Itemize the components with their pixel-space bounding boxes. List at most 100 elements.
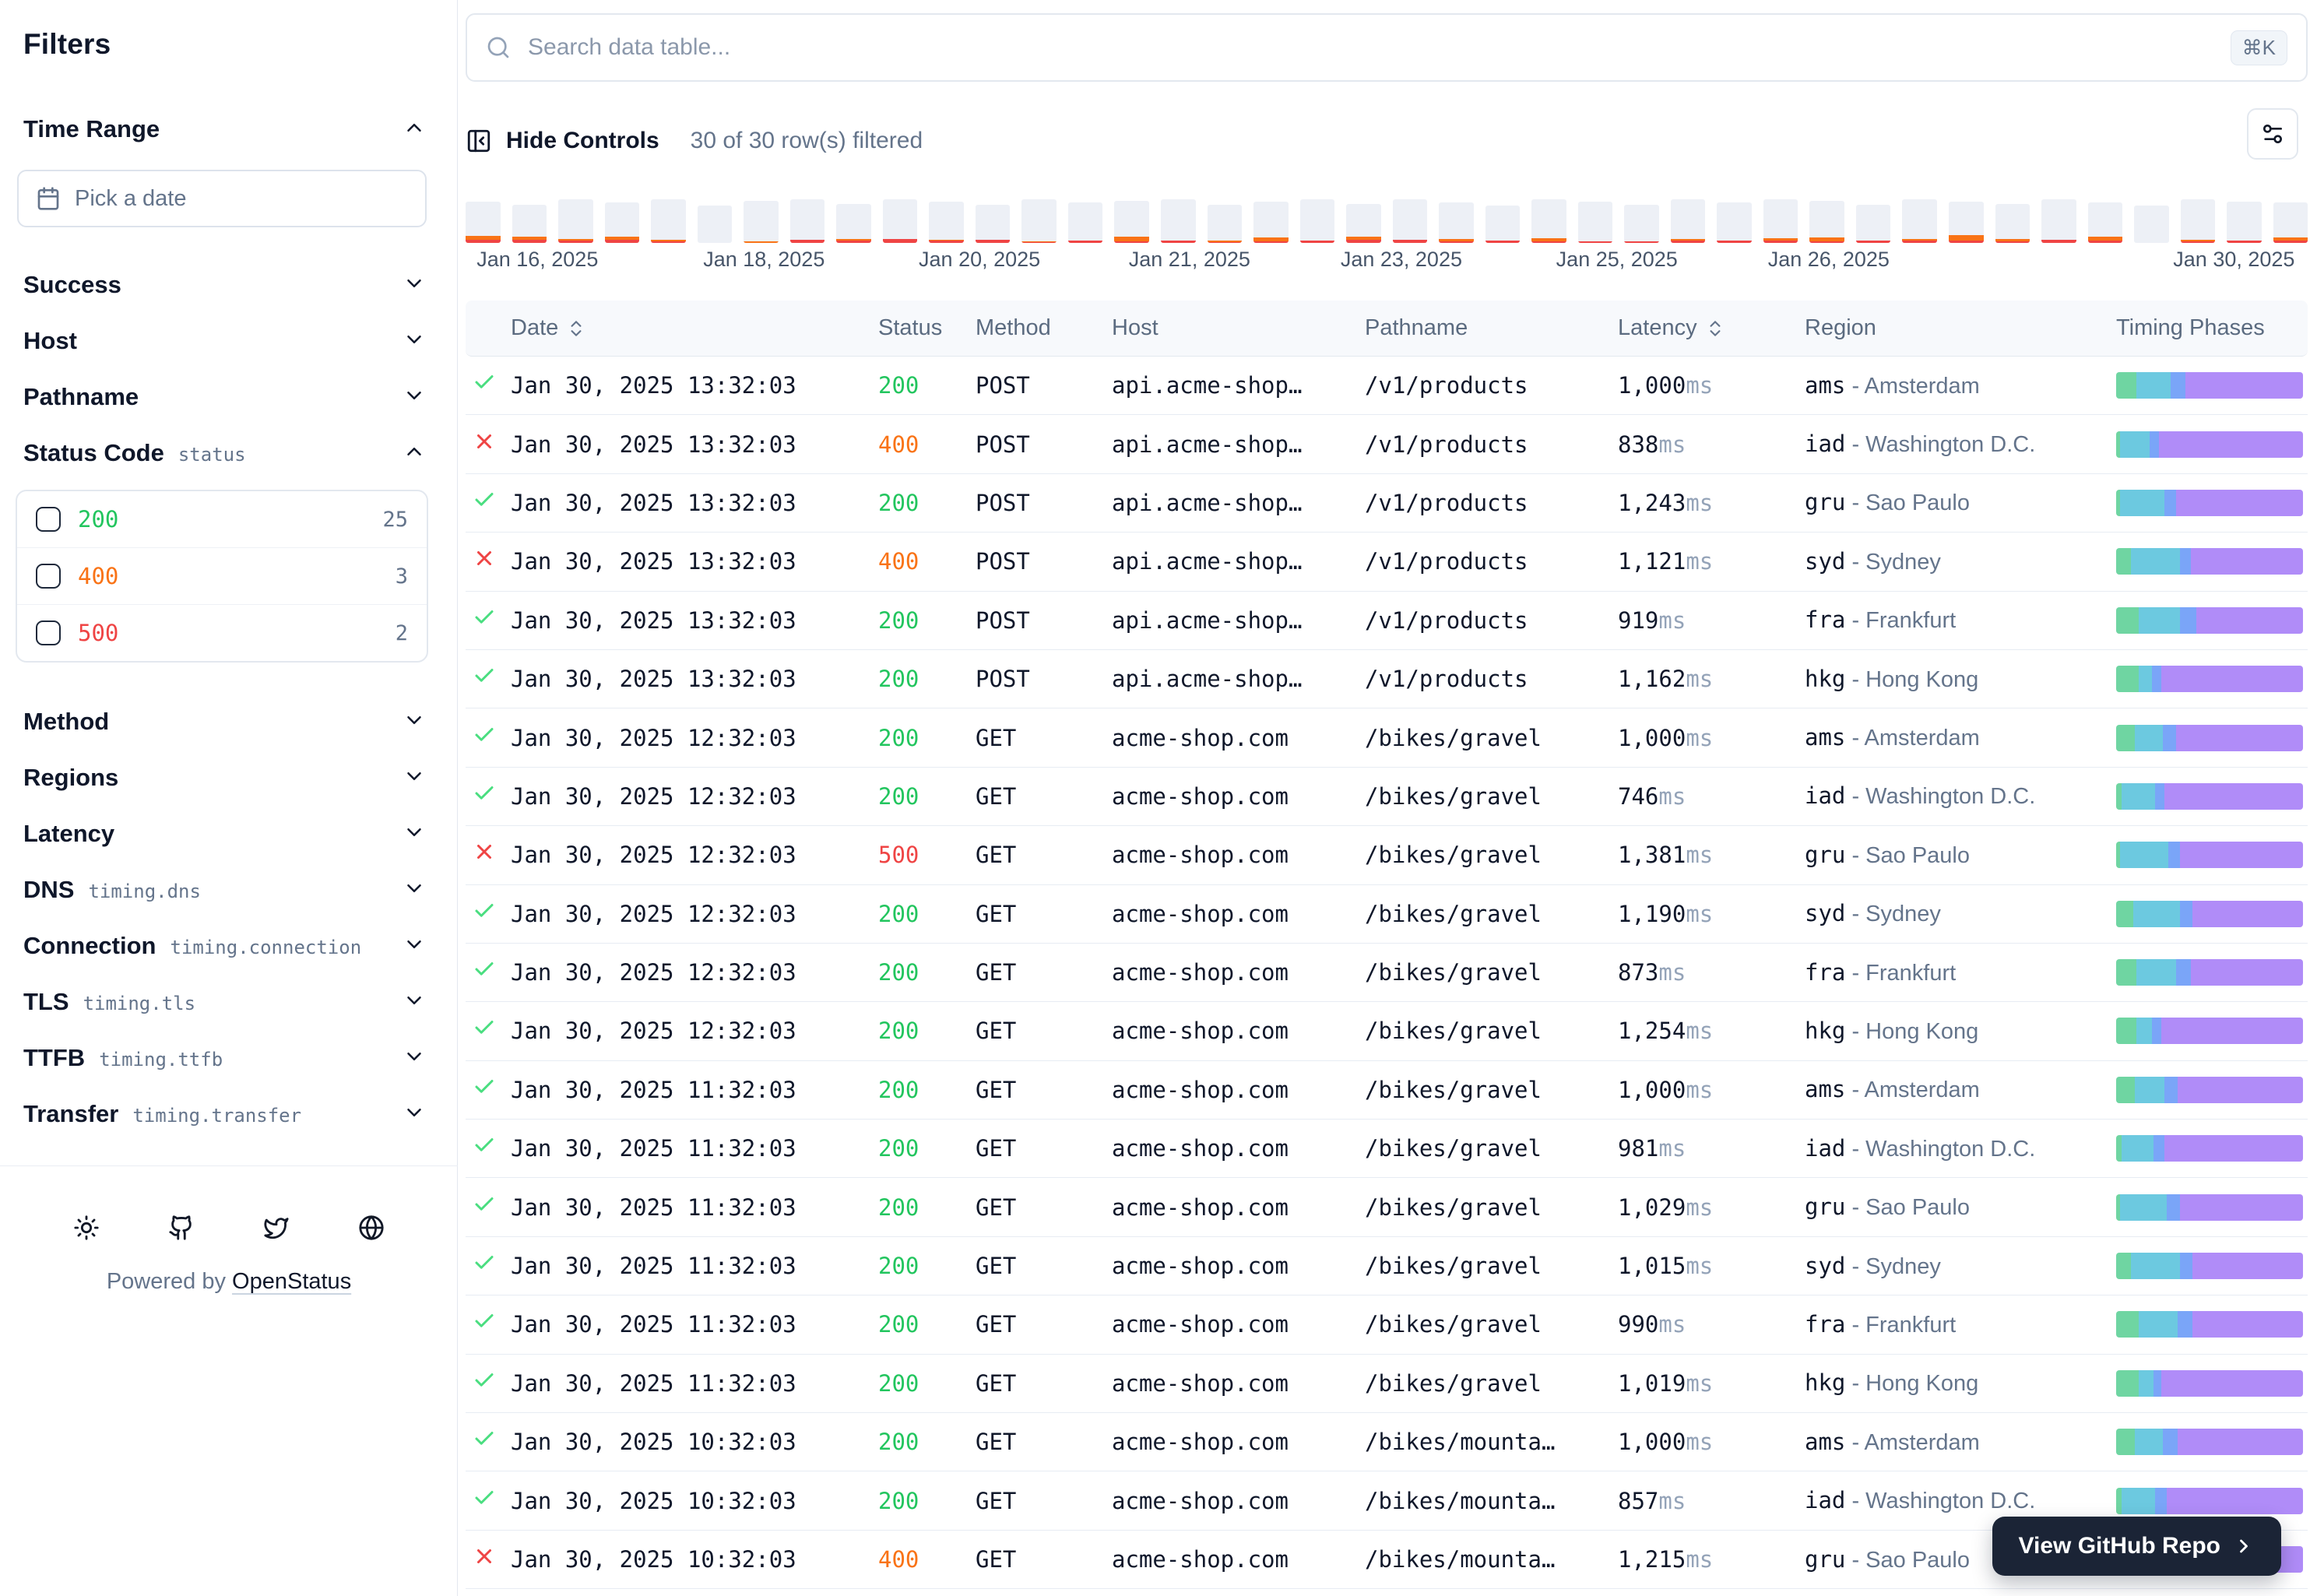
- timeline-bar[interactable]: [1531, 199, 1566, 243]
- timeline-bar[interactable]: [789, 199, 825, 243]
- table-row[interactable]: Jan 30, 2025 13:32:03 400 POST api.acme-…: [466, 415, 2308, 474]
- timeline-bar[interactable]: [2041, 199, 2076, 243]
- timeline-bar[interactable]: [1439, 202, 1474, 243]
- table-row[interactable]: Jan 30, 2025 12:32:03 200 GET acme-shop.…: [466, 708, 2308, 768]
- timeline-bar[interactable]: [512, 204, 547, 243]
- date-picker-input[interactable]: Pick a date: [17, 170, 427, 227]
- globe-icon[interactable]: [346, 1203, 396, 1253]
- sidebar-section-host[interactable]: Host: [23, 313, 426, 369]
- timeline-bar[interactable]: [651, 199, 686, 243]
- timing-ttfb-segment: [2179, 1193, 2303, 1221]
- timeline-bar[interactable]: [1392, 199, 1428, 243]
- sidebar-section-pathname[interactable]: Pathname: [23, 369, 426, 425]
- github-icon[interactable]: [156, 1203, 206, 1253]
- hide-controls-button[interactable]: Hide Controls: [466, 120, 659, 162]
- sun-icon[interactable]: [62, 1203, 111, 1253]
- sidebar-section-transfer[interactable]: Transfer timing.transfer: [23, 1086, 426, 1142]
- table-row[interactable]: Jan 30, 2025 13:32:03 200 POST api.acme-…: [466, 592, 2308, 650]
- timeline-bar[interactable]: [2134, 206, 2169, 243]
- timeline-bar[interactable]: [558, 199, 593, 243]
- table-row[interactable]: Jan 30, 2025 11:32:03 200 GET acme-shop.…: [466, 1355, 2308, 1414]
- section-time-range[interactable]: Time Range: [23, 101, 426, 157]
- timeline-bar[interactable]: [1160, 199, 1196, 243]
- table-row[interactable]: Jan 30, 2025 11:32:03 200 GET acme-shop.…: [466, 1237, 2308, 1296]
- cell-date: Jan 30, 2025 11:32:03: [511, 1193, 796, 1221]
- sidebar-section-connection[interactable]: Connection timing.connection: [23, 918, 426, 974]
- status-code-option-500[interactable]: 500 2: [17, 605, 427, 661]
- timeline-bar[interactable]: [604, 202, 640, 243]
- timeline-bar[interactable]: [1670, 199, 1706, 243]
- timeline-bar[interactable]: [1253, 201, 1289, 243]
- table-row[interactable]: Jan 30, 2025 12:32:03 200 GET acme-shop.…: [466, 1002, 2308, 1061]
- timeline-bar[interactable]: [1717, 202, 1752, 243]
- table-row[interactable]: Jan 30, 2025 11:32:03 200 GET acme-shop.…: [466, 1120, 2308, 1179]
- table-row[interactable]: Jan 30, 2025 12:32:03 500 GET acme-shop.…: [466, 826, 2308, 885]
- timing-tls-segment: [2179, 1253, 2193, 1280]
- timeline-bar[interactable]: [929, 201, 964, 243]
- checkbox[interactable]: [36, 564, 61, 589]
- timeline-bar[interactable]: [1995, 203, 2030, 243]
- sidebar-section-method[interactable]: Method: [23, 694, 426, 750]
- sidebar-section-regions[interactable]: Regions: [23, 750, 426, 806]
- cell-status: 200: [878, 1076, 919, 1103]
- timeline-bar[interactable]: [1949, 201, 1984, 243]
- table-row[interactable]: Jan 30, 2025 11:32:03 200 GET acme-shop.…: [466, 1178, 2308, 1237]
- table-row[interactable]: Jan 30, 2025 10:32:03 200 GET acme-shop.…: [466, 1413, 2308, 1472]
- timeline-bar[interactable]: [882, 199, 918, 243]
- timeline-bar[interactable]: [2087, 202, 2123, 243]
- header-latency[interactable]: Latency: [1618, 315, 1805, 341]
- timeline-bar[interactable]: [2180, 199, 2216, 243]
- timeline-bar[interactable]: [1624, 204, 1659, 243]
- table-row[interactable]: Jan 30, 2025 12:32:03 200 GET acme-shop.…: [466, 885, 2308, 944]
- table-row[interactable]: Jan 30, 2025 13:32:03 200 POST api.acme-…: [466, 474, 2308, 533]
- checkbox[interactable]: [36, 620, 61, 645]
- table-row[interactable]: Jan 30, 2025 12:32:03 200 GET acme-shop.…: [466, 944, 2308, 1003]
- openstatus-link[interactable]: OpenStatus: [232, 1269, 352, 1294]
- section-status-code[interactable]: Status Code status: [23, 425, 426, 481]
- cell-timing-phases: [2116, 606, 2308, 634]
- table-row[interactable]: Jan 30, 2025 13:32:03 200 POST api.acme-…: [466, 357, 2308, 416]
- checkbox[interactable]: [36, 507, 61, 532]
- timeline-bar[interactable]: [1809, 201, 1844, 243]
- table-row[interactable]: Jan 30, 2025 12:32:03 200 GET acme-shop.…: [466, 768, 2308, 827]
- table-row[interactable]: Jan 30, 2025 10:32:03 200 GET acme-shop.…: [466, 1471, 2308, 1531]
- timeline-bar-error: [1855, 240, 1891, 243]
- timeline-chart[interactable]: [466, 199, 2308, 243]
- sidebar-section-tls[interactable]: TLS timing.tls: [23, 974, 426, 1030]
- table-row[interactable]: Jan 30, 2025 13:32:03 200 POST api.acme-…: [466, 650, 2308, 709]
- timeline-bar[interactable]: [697, 206, 733, 243]
- timeline-bar[interactable]: [466, 201, 501, 243]
- table-row[interactable]: Jan 30, 2025 11:32:03 200 GET acme-shop.…: [466, 1061, 2308, 1120]
- timeline-bar[interactable]: [975, 204, 1011, 243]
- header-date[interactable]: Date: [503, 315, 878, 341]
- timeline-bar[interactable]: [1485, 206, 1521, 243]
- timeline-bar[interactable]: [1114, 201, 1149, 243]
- status-code-option-200[interactable]: 200 25: [17, 491, 427, 548]
- timeline-bar[interactable]: [1855, 204, 1891, 243]
- timeline-bar[interactable]: [744, 201, 779, 243]
- timeline-bar[interactable]: [1021, 199, 1057, 243]
- timeline-bar[interactable]: [1207, 204, 1243, 243]
- sidebar-section-success[interactable]: Success: [23, 257, 426, 313]
- table-row[interactable]: Jan 30, 2025 13:32:03 400 POST api.acme-…: [466, 533, 2308, 592]
- table-row[interactable]: Jan 30, 2025 11:32:03 200 GET acme-shop.…: [466, 1295, 2308, 1355]
- search-input[interactable]: [526, 33, 2215, 62]
- timeline-bar[interactable]: [2273, 202, 2308, 243]
- timeline-bar[interactable]: [1763, 199, 1798, 243]
- cell-date: Jan 30, 2025 11:32:03: [511, 1253, 796, 1280]
- timeline-bar[interactable]: [1346, 203, 1381, 243]
- timeline-bar[interactable]: [2227, 201, 2262, 243]
- timeline-bar-error: [1346, 239, 1381, 243]
- view-github-repo-button[interactable]: View GitHub Repo: [1992, 1517, 2281, 1576]
- status-code-option-400[interactable]: 400 3: [17, 548, 427, 605]
- sidebar-section-dns[interactable]: DNS timing.dns: [23, 862, 426, 918]
- timeline-bar[interactable]: [1299, 199, 1335, 243]
- sidebar-section-ttfb[interactable]: TTFB timing.ttfb: [23, 1030, 426, 1086]
- timeline-bar[interactable]: [1577, 201, 1613, 243]
- view-options-button[interactable]: [2247, 108, 2298, 160]
- sidebar-section-latency[interactable]: Latency: [23, 806, 426, 862]
- timeline-bar[interactable]: [836, 203, 871, 243]
- twitter-icon[interactable]: [251, 1203, 301, 1253]
- timeline-bar[interactable]: [1902, 199, 1937, 243]
- timeline-bar[interactable]: [1067, 202, 1103, 243]
